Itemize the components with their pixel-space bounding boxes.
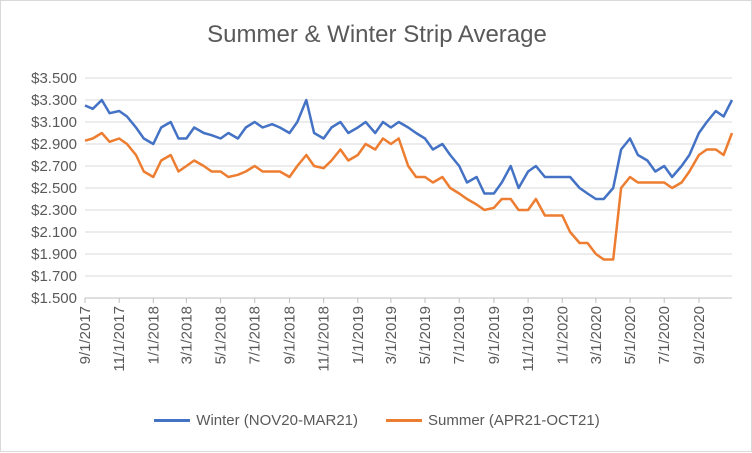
- y-tick-label: $2.500: [31, 180, 77, 197]
- x-tick-label: 3/1/2020: [588, 306, 605, 364]
- y-tick-label: $2.100: [31, 224, 77, 241]
- gridlines: [85, 77, 732, 299]
- x-tick-label: 3/1/2019: [383, 306, 400, 364]
- legend-item-winter: Winter (NOV20-MAR21): [154, 412, 358, 429]
- x-tick-label: 3/1/2018: [178, 306, 195, 364]
- y-tick-label: $2.300: [31, 202, 77, 219]
- x-axis-ticks: 9/1/2017 11/1/2017 1/1/2018 3/1/2018 5/1/201…: [77, 298, 708, 372]
- legend-label-winter: Winter (NOV20-MAR21): [196, 412, 358, 429]
- legend-item-summer: Summer (APR21-OCT21): [386, 412, 600, 429]
- y-tick-label: $3.300: [31, 92, 77, 109]
- y-axis-ticks: $3.500 $3.300 $3.100 $2.900 $2.700 $2.500 $2.3…: [31, 70, 77, 307]
- x-tick-label: 9/1/2018: [281, 306, 298, 364]
- x-tick-label: 1/1/2020: [554, 306, 571, 364]
- y-tick-label: $2.700: [31, 158, 77, 175]
- legend-swatch-winter: [154, 419, 191, 422]
- x-tick-label: 7/1/2019: [451, 306, 468, 364]
- x-tick-label: 9/1/2020: [691, 306, 708, 364]
- x-tick-label: 7/1/2018: [247, 306, 264, 364]
- series-lines: [84, 98, 734, 261]
- legend: Winter (NOV20-MAR21) Summer (APR21-OCT21…: [1, 412, 752, 429]
- x-tick-label: 1/1/2018: [145, 306, 162, 364]
- y-tick-label: $1.900: [31, 246, 77, 263]
- y-tick-label: $3.100: [31, 114, 77, 131]
- x-tick-label: 11/1/2017: [111, 306, 128, 372]
- legend-label-summer: Summer (APR21-OCT21): [428, 412, 600, 429]
- x-tick-label: 5/1/2020: [622, 306, 639, 364]
- x-tick-label: 11/1/2018: [316, 306, 333, 372]
- y-tick-label: $2.900: [31, 136, 77, 153]
- x-tick-label: 11/1/2019: [520, 306, 537, 372]
- chart-title: Summer & Winter Strip Average: [207, 21, 547, 48]
- y-tick-label: $1.500: [31, 290, 77, 307]
- x-tick-label: 9/1/2019: [486, 306, 503, 364]
- x-tick-label: 5/1/2019: [417, 306, 434, 364]
- y-tick-label: $3.500: [31, 70, 77, 87]
- legend-swatch-summer: [386, 419, 422, 422]
- x-tick-label: 9/1/2017: [77, 306, 94, 364]
- x-tick-label: 1/1/2019: [350, 306, 367, 364]
- series-line-summer: [84, 131, 734, 261]
- x-tick-label: 7/1/2020: [656, 306, 673, 364]
- series-line-winter: [84, 98, 734, 201]
- x-tick-label: 5/1/2018: [213, 306, 230, 364]
- y-tick-label: $1.700: [31, 268, 77, 285]
